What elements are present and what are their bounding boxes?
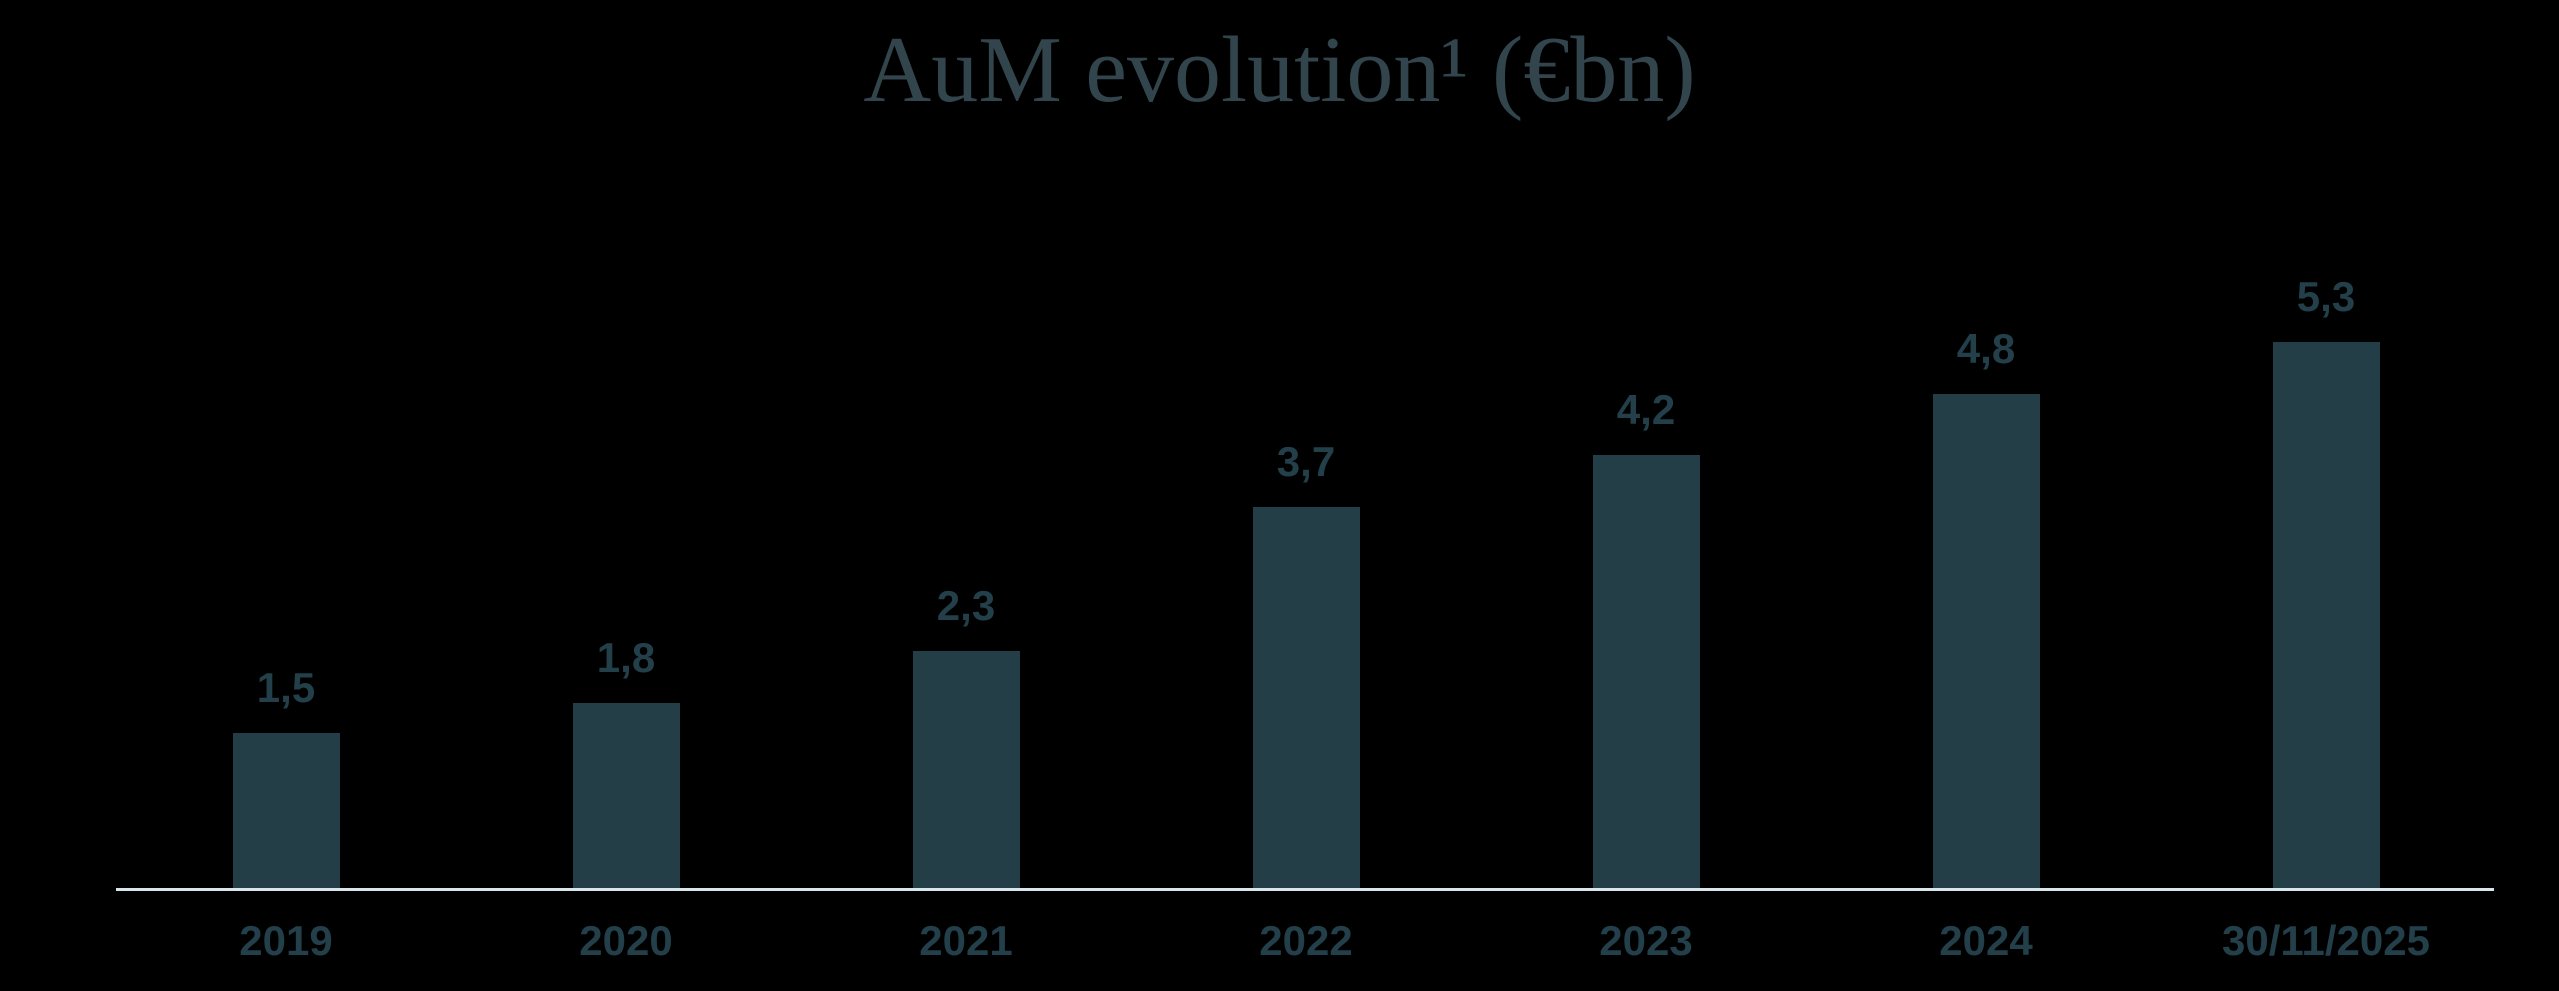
x-axis-tick-labels: 2019 2020 2021 2022 2023 2024 30/11/2025: [116, 917, 2496, 964]
x-tick-label-2020: 2020: [579, 917, 673, 964]
bar-value-label: 1,5: [256, 663, 316, 711]
bar-value-label: 4,8: [1956, 324, 2016, 372]
x-tick-label-2019: 2019: [239, 917, 333, 964]
bar-2019: [232, 733, 340, 888]
bar-value-label: 3,7: [1276, 437, 1336, 485]
x-tick-label-2021: 2021: [919, 917, 1013, 964]
bar-2020: [572, 703, 680, 888]
bar-column-2019: 1,5: [116, 663, 456, 888]
x-tick-label-30/11/2025: 30/11/2025: [2222, 917, 2430, 964]
x-tick-label-2023: 2023: [1599, 917, 1693, 964]
bar-value-label: 4,2: [1616, 385, 1676, 433]
bar-30/11/2025: [2272, 342, 2380, 888]
bar-value-label: 5,3: [2296, 272, 2356, 320]
x-tick-label-2022: 2022: [1259, 917, 1353, 964]
bar-value-label: 2,3: [936, 581, 996, 629]
bar-2021: [912, 651, 1020, 888]
bar-value-label: 1,8: [596, 633, 656, 681]
bar-column-2023: 4,2: [1476, 385, 1816, 888]
x-tick-label-2024: 2024: [1939, 917, 2033, 964]
bars-area: 1,5 1,8 2,3 3,7 4,2 4,8 5,3: [116, 272, 2496, 888]
bar-2023: [1592, 455, 1700, 888]
bar-2024: [1932, 394, 2040, 888]
bar-column-2022: 3,7: [1136, 437, 1476, 888]
bar-column-2024: 4,8: [1816, 324, 2156, 888]
bar-column-2021: 2,3: [796, 581, 1136, 888]
chart-title: AuM evolution¹ (€bn): [863, 18, 1696, 122]
bar-column-30/11/2025: 5,3: [2156, 272, 2496, 888]
bar-2022: [1252, 507, 1360, 888]
x-axis-line: [116, 888, 2494, 891]
bar-column-2020: 1,8: [456, 633, 796, 888]
